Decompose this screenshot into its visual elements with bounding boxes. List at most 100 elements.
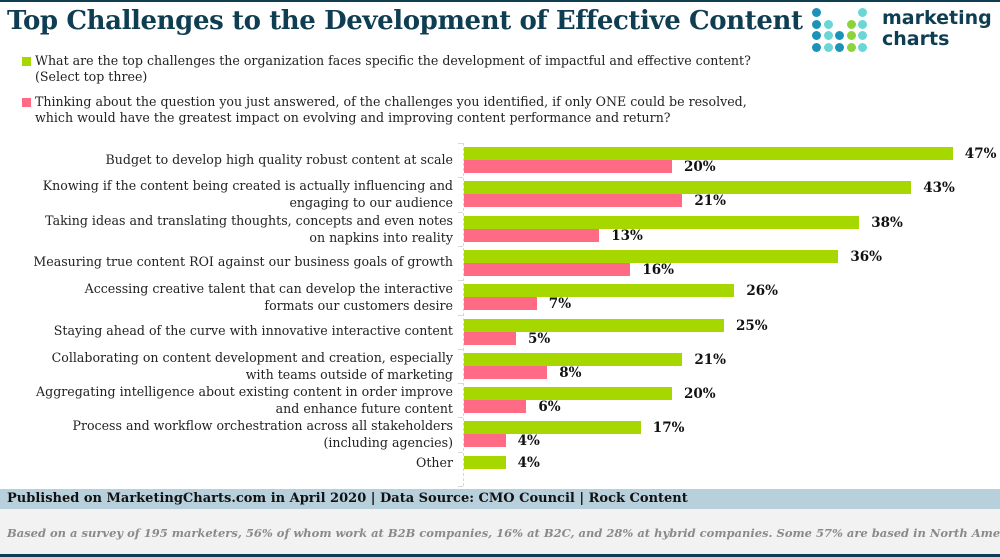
y-axis-tick	[458, 211, 463, 213]
logo-dot	[835, 42, 844, 52]
bar-greatest-impact	[464, 160, 672, 173]
legend-text: Thinking about the question you just ans…	[35, 94, 747, 125]
value-label: 20%	[684, 386, 716, 403]
bar-greatest-impact	[464, 365, 548, 379]
y-axis-tick	[458, 280, 463, 282]
category-label-line: Measuring true content ROI against our b…	[33, 254, 453, 270]
category-label: Other	[0, 454, 453, 471]
category-label-line: engaging to our audience	[289, 195, 453, 211]
category-label-line: and enhance future content	[275, 401, 453, 417]
dot-grid-logo-icon	[812, 8, 872, 56]
value-label: 47%	[964, 146, 997, 162]
footer-note-band	[0, 509, 1000, 554]
bar-greatest-impact	[464, 194, 683, 208]
logo-dot	[823, 31, 833, 40]
logo-dot	[858, 31, 867, 40]
category-label-line: (including agencies)	[323, 435, 453, 451]
logo-dot	[835, 31, 844, 40]
value-label: 7%	[548, 296, 572, 313]
bar-top-challenge	[464, 181, 912, 195]
bar-top-challenge	[464, 215, 860, 229]
value-label: 13%	[611, 227, 643, 244]
category-label: Process and workflow orchestration acros…	[0, 417, 453, 451]
y-axis-tick	[458, 348, 463, 350]
legend-item-series-2: Thinking about the question you just ans…	[22, 94, 782, 126]
y-axis-tick	[458, 451, 463, 453]
value-label: 20%	[684, 159, 716, 175]
footer-published-source: Published on MarketingCharts.com in Apri…	[7, 491, 688, 506]
value-label: 25%	[736, 317, 768, 334]
bar-greatest-impact	[464, 434, 506, 448]
category-label-line: on napkins into reality	[309, 229, 453, 245]
logo-dot	[858, 8, 867, 17]
logo-dot	[858, 42, 867, 52]
y-axis-tick	[458, 486, 463, 487]
legend-text: What are the top challenges the organiza…	[35, 53, 751, 84]
y-axis-tick	[458, 314, 463, 316]
category-label: Knowing if the content being created is …	[0, 177, 453, 211]
bar-top-challenge	[464, 421, 641, 435]
bar-top-challenge	[464, 387, 672, 401]
value-label: 5%	[528, 330, 551, 347]
category-label: Aggregating intelligence about existing …	[0, 383, 453, 417]
legend-swatch-pink	[22, 98, 31, 107]
y-axis-tick	[458, 417, 463, 419]
category-label: Budget to develop high quality robust co…	[0, 151, 453, 168]
value-label: 43%	[923, 180, 955, 197]
category-label-line: with teams outside of marketing	[245, 366, 453, 382]
logo-dot	[812, 31, 821, 40]
chart-title: Top Challenges to the Development of Eff…	[7, 6, 803, 36]
bar-top-challenge	[464, 318, 724, 332]
y-axis-line	[463, 143, 464, 486]
logo-dot	[812, 19, 821, 29]
category-label-line: Staying ahead of the curve with innovati…	[53, 323, 453, 338]
y-axis-tick	[458, 245, 463, 247]
value-label: 38%	[871, 214, 903, 231]
logo-dot	[846, 42, 856, 52]
value-label: 17%	[652, 420, 685, 437]
bar-top-challenge	[464, 455, 506, 469]
value-label: 21%	[694, 351, 727, 368]
category-label-line: Taking ideas and translating thoughts, c…	[45, 212, 453, 228]
footer-survey-note: Based on a survey of 195 marketers, 56% …	[7, 526, 1000, 540]
marketingcharts-logo[interactable]: marketing charts	[812, 8, 992, 56]
bar-top-challenge	[464, 352, 683, 366]
bottom-border	[0, 554, 1000, 557]
logo-text: marketing charts	[882, 8, 992, 50]
top-border	[0, 0, 1000, 2]
bar-greatest-impact	[464, 297, 537, 311]
logo-dot	[846, 31, 856, 40]
logo-dot	[823, 42, 833, 52]
legend-item-series-1: What are the top challenges the organiza…	[22, 53, 782, 85]
category-label: Accessing creative talent that can devel…	[0, 280, 453, 314]
logo-dot	[812, 8, 821, 17]
category-label: Staying ahead of the curve with innovati…	[0, 322, 453, 339]
value-label: 4%	[517, 433, 540, 450]
bar-greatest-impact	[464, 262, 631, 276]
category-label-line: Knowing if the content being created is …	[42, 178, 453, 194]
bar-top-challenge	[464, 284, 735, 298]
bar-top-challenge	[464, 249, 839, 263]
category-label-line: Accessing creative talent that can devel…	[84, 281, 453, 297]
value-label: 21%	[694, 193, 727, 210]
value-label: 16%	[642, 261, 675, 278]
bar-greatest-impact	[464, 331, 516, 345]
category-label-line: formats our customers desire	[264, 298, 453, 314]
value-label: 4%	[517, 454, 540, 471]
logo-dot	[858, 19, 867, 29]
logo-dot	[823, 19, 833, 29]
value-label: 26%	[746, 283, 779, 300]
category-label-line: Other	[416, 454, 453, 470]
y-axis-tick	[458, 383, 463, 385]
category-label-line: Budget to develop high quality robust co…	[105, 151, 453, 167]
value-label: 6%	[538, 399, 561, 416]
y-axis-tick	[458, 143, 463, 144]
category-label-line: Collaborating on content development and…	[51, 349, 453, 365]
category-label: Collaborating on content development and…	[0, 349, 453, 383]
footer-source-band	[0, 489, 1000, 509]
logo-line-1: marketing	[882, 7, 992, 29]
category-label: Taking ideas and translating thoughts, c…	[0, 212, 453, 246]
bar-greatest-impact	[464, 400, 527, 414]
legend-swatch-green	[22, 57, 31, 66]
bar-greatest-impact	[464, 228, 600, 242]
